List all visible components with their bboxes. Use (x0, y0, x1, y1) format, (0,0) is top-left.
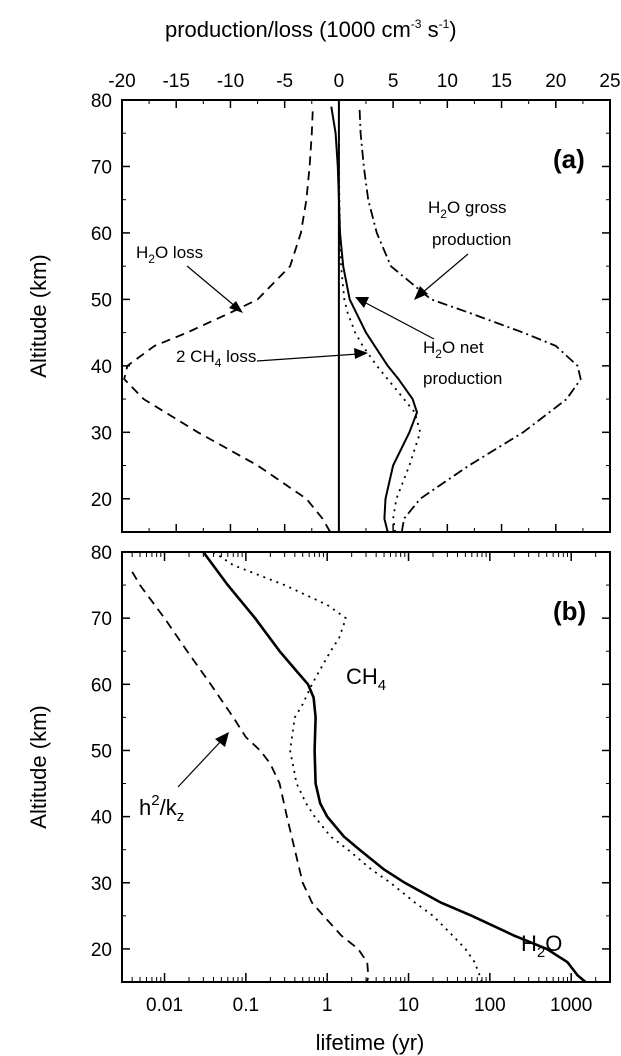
panel-b-y-axis-label: Altitude (km) (26, 705, 51, 828)
a-series-h2o-net-production (330, 106, 419, 533)
top-x-axis-label: production/loss (1000 cm-3 s-1) (165, 17, 457, 42)
a-y-tick-label: 70 (91, 157, 112, 178)
svg-text:H2O net: H2O net (423, 338, 484, 361)
a-x-tick-label: 20 (545, 71, 566, 92)
a-x-tick-label: 0 (334, 71, 345, 92)
b-x-tick-label: 0.1 (233, 995, 259, 1016)
a-series-h2o-gross-production (358, 106, 582, 533)
a-y-tick-label: 30 (91, 423, 112, 444)
a-y-tick-label: 50 (91, 290, 112, 311)
a-y-tick-label: 40 (91, 357, 112, 378)
annotation-h2o-net-production: H2O net production (355, 297, 502, 388)
b-series-h2-kz (131, 571, 370, 983)
b-x-tick-label: 0.01 (146, 995, 183, 1016)
panel-a-series (123, 106, 582, 533)
a-x-tick-label: 15 (491, 71, 512, 92)
panel-b-frame (121, 551, 611, 983)
a-y-tick-label: 20 (91, 490, 112, 511)
b-y-tick-label: 70 (91, 609, 112, 630)
a-x-tick-label: -5 (276, 71, 293, 92)
b-y-tick-label: 40 (91, 808, 112, 829)
svg-text:H2O: H2O (521, 931, 562, 961)
b-y-tick-label: 30 (91, 874, 112, 895)
b-series-h2o (202, 551, 587, 983)
a-x-tick-label: 10 (437, 71, 458, 92)
a-x-tick-label: -20 (108, 71, 135, 92)
panel-a-ticks (121, 99, 611, 533)
panel-a-label: (a) (553, 144, 585, 174)
panel-b-ticks (121, 551, 611, 983)
svg-text:production: production (432, 230, 511, 249)
svg-text:h2/kz: h2/kz (139, 792, 184, 825)
svg-text:H2O gross: H2O gross (428, 198, 507, 221)
annotation-h2o: H2O (521, 931, 562, 961)
annotation-h2o-gross-production: H2O gross production (414, 198, 511, 300)
a-series-2-ch4-loss (337, 106, 422, 533)
svg-text:H2O loss: H2O loss (136, 243, 203, 266)
b-y-tick-label: 80 (91, 543, 112, 564)
b-x-tick-label: 100 (474, 995, 506, 1016)
a-y-tick-label: 80 (91, 91, 112, 112)
b-y-tick-label: 20 (91, 940, 112, 961)
a-series-h2o-loss (123, 106, 331, 533)
b-x-tick-label: 10 (398, 995, 419, 1016)
svg-text:2 CH4 loss: 2 CH4 loss (176, 347, 256, 370)
annotation-ch4: CH4 (346, 664, 386, 694)
annotation-2-ch4-loss: 2 CH4 loss (176, 347, 368, 370)
a-x-tick-label: -15 (162, 71, 189, 92)
svg-text:production: production (423, 369, 502, 388)
panel-b-x-axis-label: lifetime (yr) (316, 1030, 425, 1055)
panel-b-tick-labels: 0.01 0.1 1 10 100 1000 20 30 40 50 60 70 80 (91, 543, 592, 1016)
panel-a-tick-labels: -20 -15 -10 -5 0 5 10 15 20 25 20 30 40 50 60 70 80 (91, 71, 621, 511)
panel-a-y-axis-label: Altitude (km) (26, 254, 51, 377)
panel-b-label: (b) (553, 596, 586, 626)
a-x-tick-label: 5 (388, 71, 399, 92)
b-y-tick-label: 50 (91, 741, 112, 762)
b-y-tick-label: 60 (91, 675, 112, 696)
panel-a-frame (121, 99, 611, 533)
annotation-h2-kz: h2/kz (139, 732, 229, 825)
a-x-tick-label: -10 (217, 71, 244, 92)
b-x-tick-label: 1 (322, 995, 333, 1016)
a-y-tick-label: 60 (91, 224, 112, 245)
svg-text:CH4: CH4 (346, 664, 386, 694)
b-x-tick-label: 1000 (550, 995, 592, 1016)
a-x-tick-label: 25 (599, 71, 620, 92)
annotation-h2o-loss: H2O loss (136, 243, 243, 313)
panel-b: 0.01 0.1 1 10 100 1000 20 30 40 50 60 70 80 (b) Alti… (26, 543, 611, 1055)
panel-b-series (131, 551, 587, 983)
